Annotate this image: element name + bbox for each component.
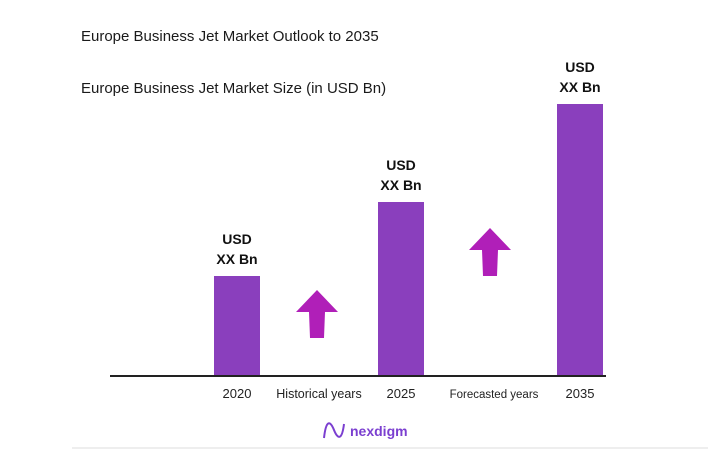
- footer-divider: [72, 447, 708, 449]
- x-tick-label: 2020: [223, 386, 252, 401]
- period-label-historical: Historical years: [276, 387, 361, 401]
- data-label: USD: [222, 231, 252, 247]
- bar-2035: [557, 104, 603, 376]
- nexdigm-logo-icon: [323, 422, 345, 439]
- data-label: USD: [565, 59, 595, 75]
- nexdigm-logo: nexdigm: [350, 423, 408, 439]
- bar-2025: [378, 202, 424, 376]
- bar-2020: [214, 276, 260, 376]
- data-label: XX Bn: [216, 251, 257, 267]
- chart-subtitle: Europe Business Jet Market Size (in USD …: [81, 80, 387, 97]
- growth-arrow-up-icon: [296, 290, 338, 338]
- chart-title: Europe Business Jet Market Outlook to 20…: [81, 28, 379, 45]
- x-tick-label: 2025: [387, 386, 416, 401]
- data-label: XX Bn: [380, 177, 421, 193]
- data-label: USD: [386, 157, 416, 173]
- growth-arrow-up-icon: [469, 228, 511, 276]
- data-label: XX Bn: [559, 79, 600, 95]
- x-tick-label: 2035: [566, 386, 595, 401]
- period-label-forecast: Forecasted years: [450, 389, 539, 401]
